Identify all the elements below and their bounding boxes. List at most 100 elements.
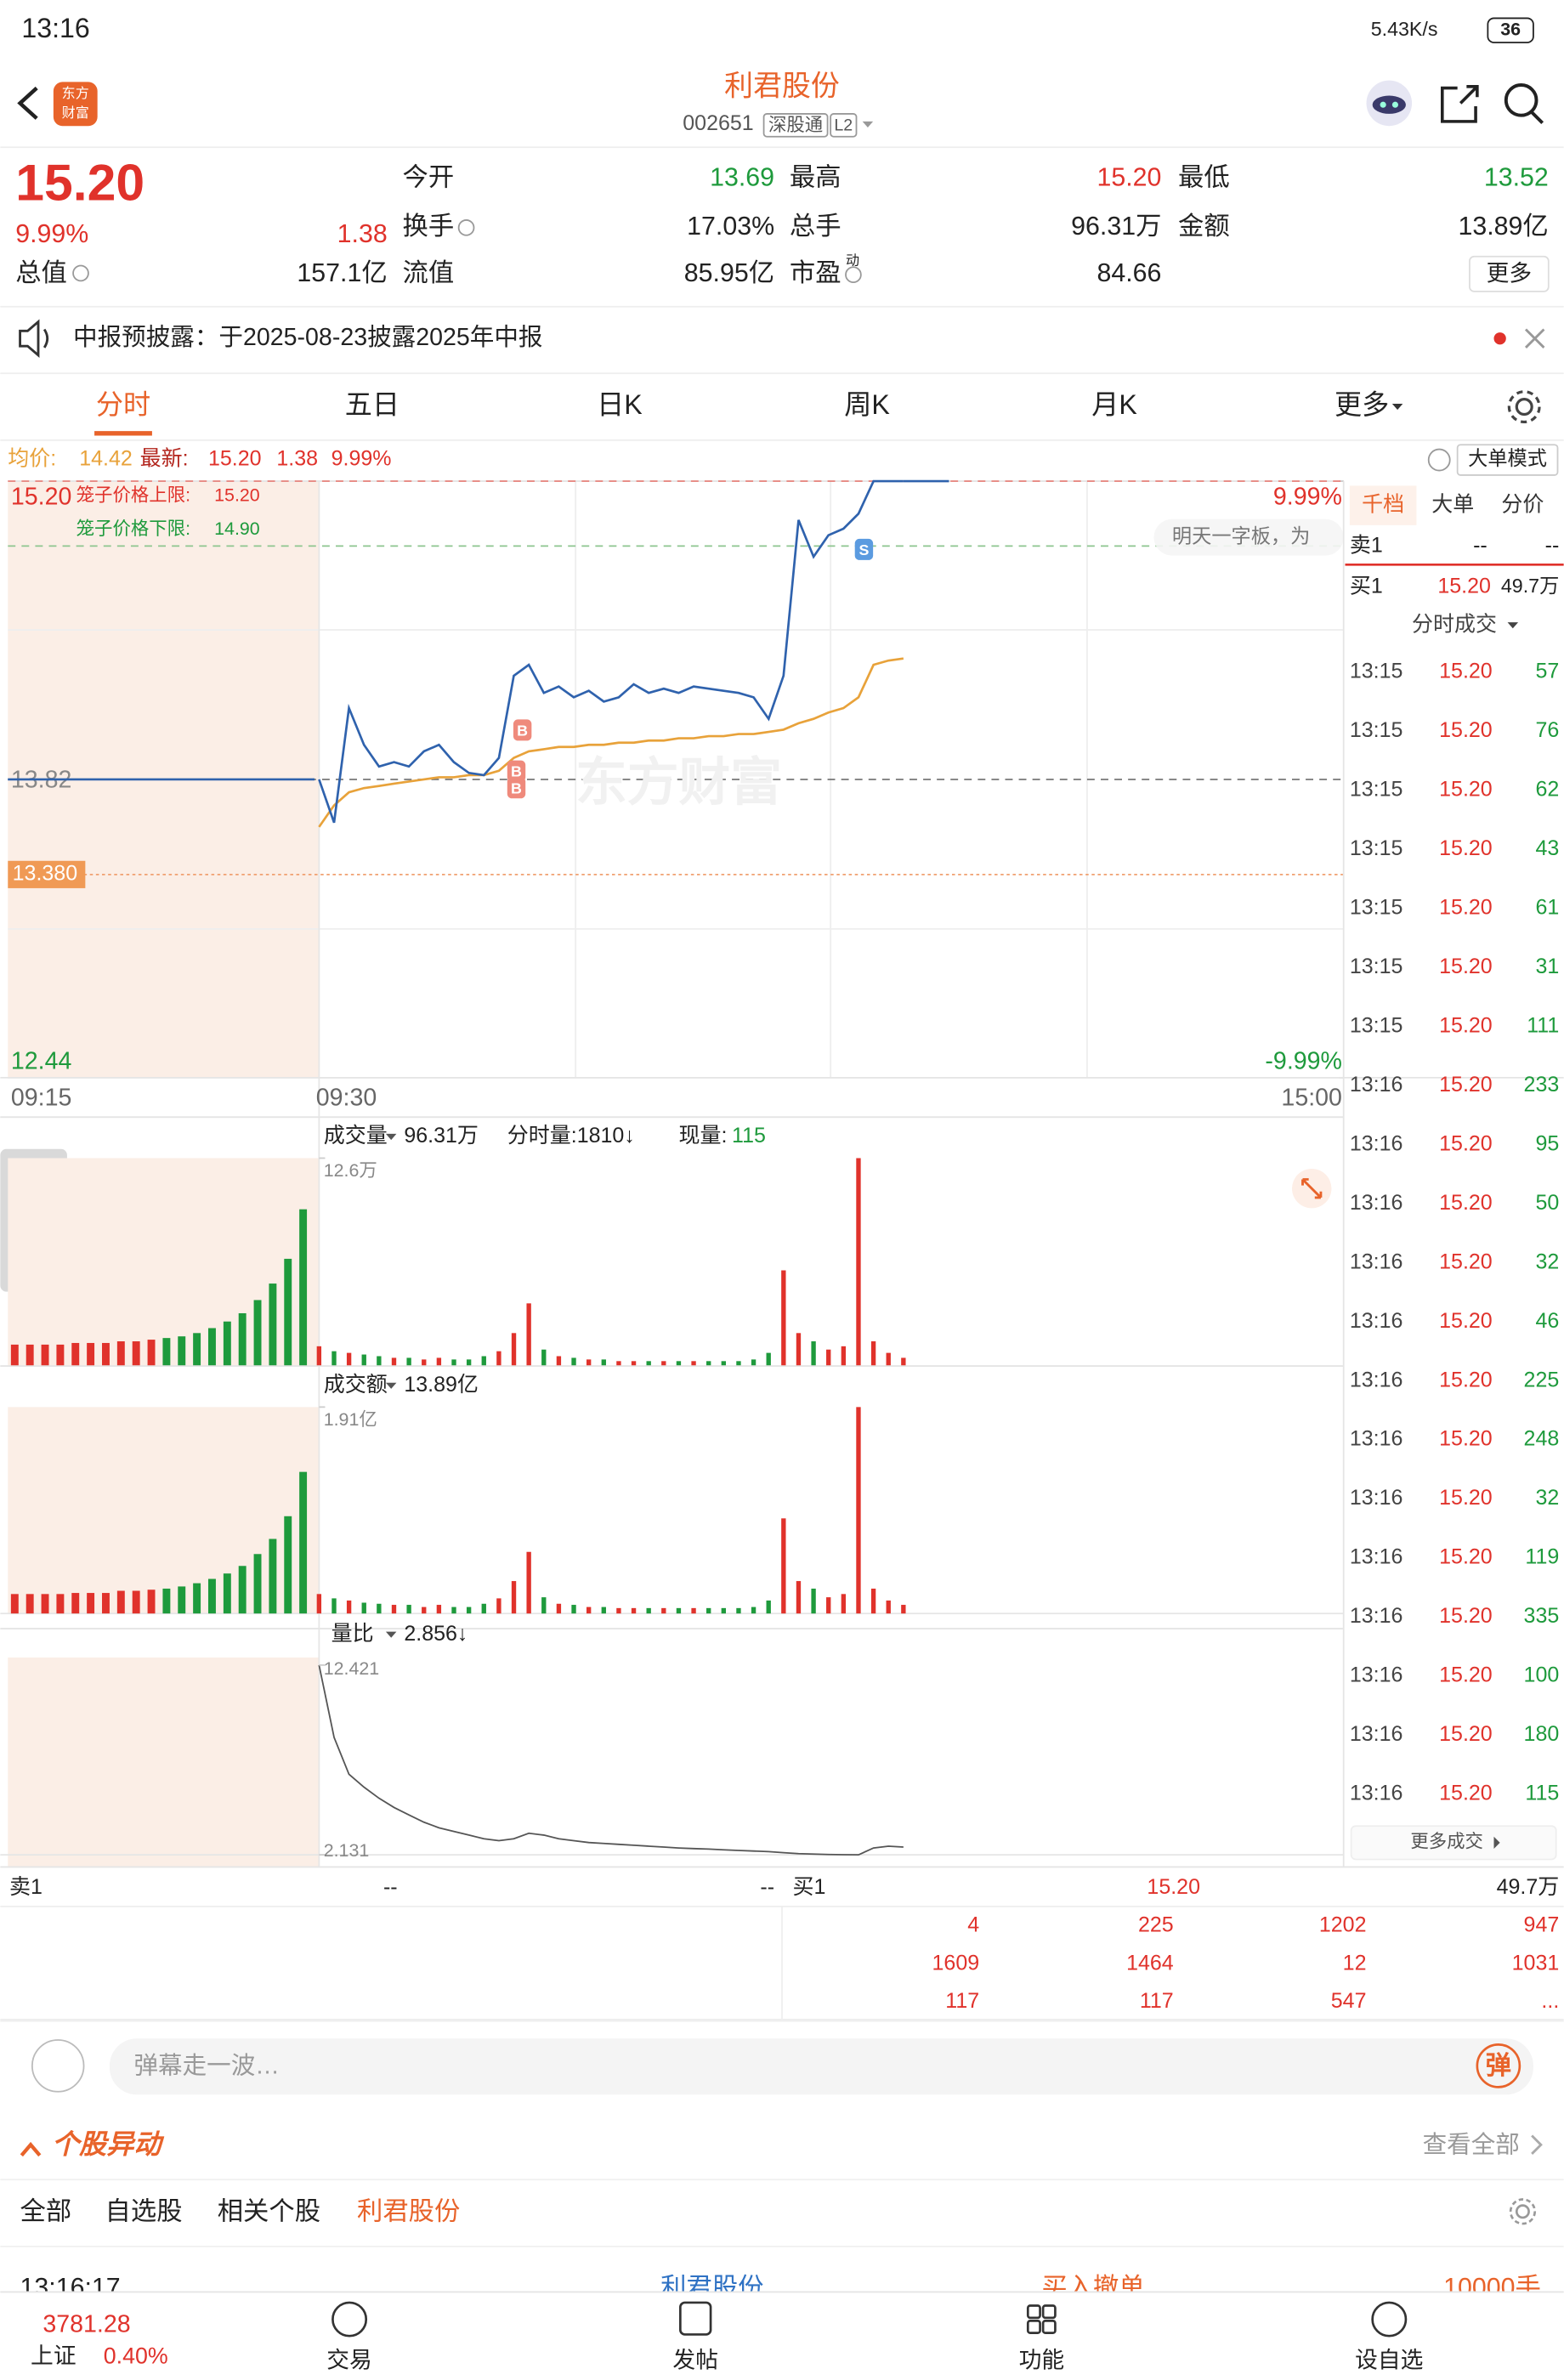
help-icon[interactable] xyxy=(1427,448,1451,472)
change: 1.38 xyxy=(337,220,388,248)
panel-title: 量比 xyxy=(332,1622,374,1646)
trade-time: 13:16 xyxy=(1350,1782,1403,1805)
buy1-price: 15.20 xyxy=(1147,1875,1200,1899)
share-icon[interactable] xyxy=(1441,85,1479,123)
filter-settings-icon[interactable] xyxy=(1509,2198,1537,2225)
chart-tab[interactable]: 五日 xyxy=(345,389,400,420)
dropdown-arrow xyxy=(385,1382,397,1389)
field-label: 金额 xyxy=(1178,212,1230,241)
more-button[interactable]: 更多 xyxy=(1487,260,1533,286)
trade-time: 13:16 xyxy=(1350,1073,1403,1096)
bar xyxy=(901,1357,906,1367)
bar xyxy=(481,1603,486,1614)
preopen-bar xyxy=(10,1344,19,1367)
index-change[interactable]: 0.40% xyxy=(104,2343,168,2368)
bar xyxy=(526,1303,531,1367)
chart-tab[interactable]: 月K xyxy=(1091,389,1137,420)
trade-price: 15.20 xyxy=(1439,1191,1493,1215)
side-tab[interactable]: 大单 xyxy=(1431,492,1474,516)
bar xyxy=(422,1359,427,1367)
preopen-shade xyxy=(8,1658,320,1867)
side-tab[interactable]: 千档 xyxy=(1362,492,1404,516)
bar xyxy=(316,1346,322,1367)
preopen-bar xyxy=(71,1593,80,1614)
trade-volume: 32 xyxy=(1535,1486,1559,1510)
panel-total: 96.31万 xyxy=(404,1124,479,1148)
chart-tab[interactable]: 周K xyxy=(844,389,890,420)
bar xyxy=(571,1357,576,1367)
search-icon[interactable] xyxy=(1504,83,1544,125)
bar xyxy=(616,1361,621,1367)
y-tick-label: 12.44 xyxy=(11,1048,72,1075)
nav-item[interactable]: 设自选 xyxy=(1355,2348,1423,2373)
filter-tab[interactable]: 相关个股 xyxy=(218,2197,320,2226)
preopen-bar xyxy=(56,1344,65,1367)
field-value: 85.95亿 xyxy=(684,258,774,287)
trade-price: 15.20 xyxy=(1439,1250,1493,1273)
bar xyxy=(556,1603,562,1614)
bar xyxy=(796,1333,802,1367)
trade-price: 15.20 xyxy=(1439,1604,1493,1628)
dropdown-arrow xyxy=(385,1631,397,1638)
trade-mark: B xyxy=(511,779,522,796)
index-value[interactable]: 3781.28 xyxy=(42,2310,130,2338)
more-button-box[interactable] xyxy=(1469,255,1550,292)
bar xyxy=(361,1602,366,1614)
trade-time: 13:16 xyxy=(1350,1604,1403,1628)
mode-button[interactable]: 大单模式 xyxy=(1468,447,1547,469)
more-trades[interactable]: 更多成交 xyxy=(1410,1832,1483,1852)
filter-tab[interactable]: 利君股份 xyxy=(357,2197,460,2226)
chart-tab[interactable]: 更多 xyxy=(1334,389,1389,420)
preopen-bar xyxy=(269,1284,277,1367)
avatar[interactable] xyxy=(1366,80,1413,127)
danmaku-toggle[interactable] xyxy=(31,2039,85,2093)
bar xyxy=(856,1158,861,1367)
view-all[interactable]: 查看全部 xyxy=(1423,2132,1520,2159)
y-tick-label: 1.91亿 xyxy=(324,1409,377,1430)
trades-title[interactable]: 分时成交 xyxy=(1412,612,1497,636)
chart-tab[interactable]: 日K xyxy=(597,389,643,420)
chart-tab[interactable]: 分时 xyxy=(96,389,150,420)
bar xyxy=(736,1607,741,1614)
field-label: 总手 xyxy=(790,212,842,241)
preopen-bar xyxy=(284,1516,292,1614)
filter-tab[interactable]: 全部 xyxy=(20,2197,72,2226)
collapse-icon[interactable] xyxy=(20,2141,42,2157)
queue-order: ... xyxy=(1541,1989,1559,2013)
settings-icon[interactable] xyxy=(1507,390,1541,424)
sell1-label: 卖1 xyxy=(9,1875,42,1899)
trade-price: 15.20 xyxy=(1439,836,1493,860)
bar xyxy=(586,1606,592,1614)
nav-item[interactable]: 功能 xyxy=(1019,2348,1065,2373)
limit-down-label: 笼子价格下限: xyxy=(76,518,190,539)
trade-mark-badge xyxy=(507,760,526,782)
bar xyxy=(391,1357,397,1367)
bar xyxy=(646,1361,651,1367)
danmaku-button[interactable]: 弹 xyxy=(1486,2051,1511,2080)
danmaku-input[interactable] xyxy=(109,2038,1533,2095)
unread-dot xyxy=(1493,332,1506,345)
field-value: 17.03% xyxy=(687,212,774,241)
expand-button[interactable] xyxy=(1292,1169,1332,1209)
index-name[interactable]: 上证 xyxy=(31,2343,76,2368)
trade-volume: 62 xyxy=(1535,778,1559,802)
close-button[interactable] xyxy=(1524,328,1545,348)
filter-tab[interactable]: 自选股 xyxy=(105,2197,183,2226)
trade-time: 13:16 xyxy=(1350,1427,1403,1451)
mode-button-box[interactable] xyxy=(1456,444,1559,476)
bar xyxy=(886,1352,891,1367)
latest-change: 1.38 xyxy=(276,447,318,471)
buy1-label: 买1 xyxy=(793,1875,826,1899)
back-button[interactable] xyxy=(17,86,38,120)
bar xyxy=(676,1361,682,1367)
more-trades-box[interactable] xyxy=(1350,1825,1557,1861)
side-tab[interactable]: 分价 xyxy=(1501,492,1544,516)
danmaku-placeholder[interactable]: 弹幕走一波… xyxy=(134,2053,280,2080)
trade-time: 13:15 xyxy=(1350,778,1403,802)
bar xyxy=(781,1270,786,1367)
nav-item[interactable]: 发帖 xyxy=(672,2348,718,2373)
price-line xyxy=(318,479,904,824)
preopen-bar xyxy=(41,1344,49,1367)
nav-item[interactable]: 交易 xyxy=(326,2348,372,2373)
field-label: 最低 xyxy=(1178,163,1230,192)
